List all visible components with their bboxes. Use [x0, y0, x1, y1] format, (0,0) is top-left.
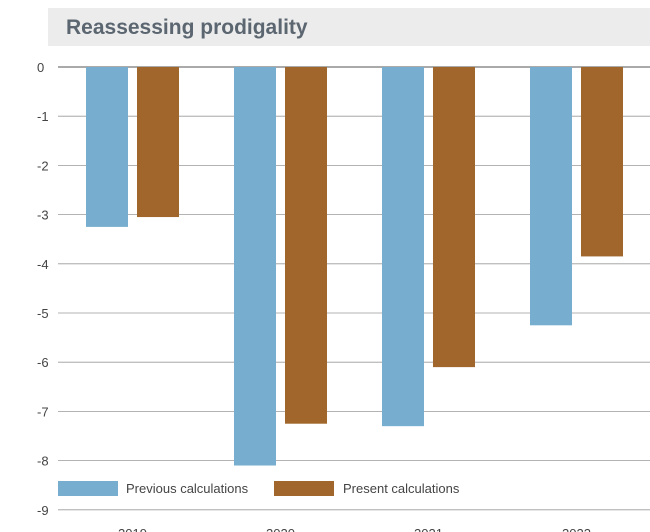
y-tick-label: -2 [37, 158, 49, 173]
y-tick-label: -6 [37, 355, 49, 370]
bar-previous-2021 [382, 67, 424, 427]
bar-present-2022 [581, 67, 623, 257]
y-tick-label: -7 [37, 404, 49, 419]
legend-swatch [274, 481, 334, 496]
chart-title: Reassessing prodigality [66, 16, 308, 39]
bars [86, 67, 623, 466]
x-axis-ticks: 2019 2020 2021 2022 [118, 526, 591, 532]
bar-present-2019 [137, 67, 179, 218]
y-tick-label: -5 [37, 306, 49, 321]
bar-present-2020 [285, 67, 327, 424]
bar-previous-2019 [86, 67, 128, 227]
bar-previous-2022 [530, 67, 572, 326]
y-tick-label: -4 [37, 257, 49, 272]
legend-label: Previous calculations [126, 481, 249, 496]
x-tick-label: 2022 [562, 526, 591, 532]
x-tick-label: 2020 [266, 526, 295, 532]
y-tick-label: -8 [37, 454, 49, 469]
y-tick-label: 0 [37, 60, 44, 75]
bar-previous-2020 [234, 67, 276, 466]
legend-swatch [58, 481, 118, 496]
y-tick-label: -3 [37, 208, 49, 223]
legend: Previous calculations Present calculation… [58, 481, 460, 496]
legend-label: Present calculations [343, 481, 460, 496]
x-tick-label: 2019 [118, 526, 147, 532]
bar-present-2021 [433, 67, 475, 368]
title-bar: Reassessing prodigality [48, 8, 650, 46]
y-tick-label: -1 [37, 109, 49, 124]
x-tick-label: 2021 [414, 526, 443, 532]
y-axis-ticks: 0 -1 -2 -3 -4 -5 -6 -7 -8 -9 [37, 60, 49, 518]
y-tick-label: -9 [37, 503, 49, 518]
